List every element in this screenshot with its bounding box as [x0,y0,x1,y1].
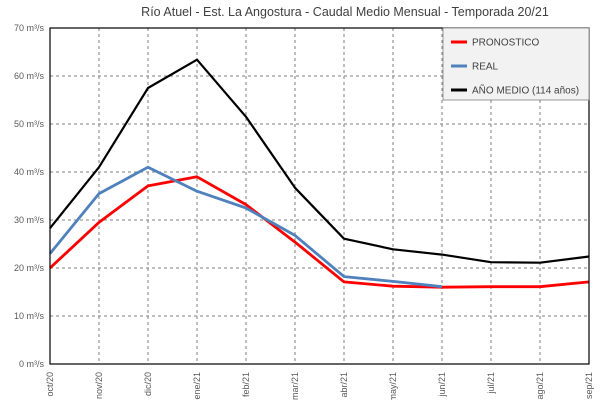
y-tick-label: 10 m³/s [14,311,45,321]
series-line-pronostico [49,175,590,289]
legend-label-a-o-medio-114-a-os: AÑO MEDIO (114 años) [472,84,579,97]
x-tick-label: may/21 [388,372,398,400]
x-tick-label: oct/20 [45,372,55,397]
legend-label-real: REAL [472,62,499,73]
y-tick-label: 70 m³/s [14,23,45,33]
y-tick-label: 50 m³/s [14,119,45,129]
legend: PRONOSTICO REAL AÑO MEDIO (114 años) [442,27,590,101]
legend-box [442,27,590,101]
y-tick-label: 0 m³/s [19,359,45,369]
y-tick-label: 40 m³/s [14,167,45,177]
x-tick-label: jul/21 [486,372,496,395]
x-tick-label: abr/21 [339,372,349,398]
y-axis-ticks: 0 m³/s 10 m³/s 20 m³/s 30 m³/s 40 m³/s 50 m³/… [14,23,45,369]
x-tick-label: feb/21 [241,372,251,397]
series-line-real [48,165,443,289]
y-tick-label: 30 m³/s [14,215,45,225]
x-tick-label: sep/21 [584,372,594,399]
x-tick-label: dic/20 [143,372,153,396]
plot-frame [49,27,590,365]
y-tick-label: 20 m³/s [14,263,45,273]
chart-title: Río Atuel - Est. La Angostura - Caudal M… [141,5,549,19]
series-lines [48,58,590,289]
x-tick-label: mar/21 [290,372,300,400]
legend-label-pronostico: PRONOSTICO [472,38,539,49]
x-tick-label: nov/20 [94,372,104,399]
series-line-a-o-medio-114-a-os [49,58,590,264]
x-tick-label: ene/21 [192,372,202,400]
x-tick-label: jun/21 [437,372,447,398]
y-tick-label: 60 m³/s [14,71,45,81]
x-axis-ticks: oct/20 nov/20 dic/20 ene/21 feb/21 mar/21 abr/… [45,372,594,400]
x-tick-label: ago/21 [535,372,545,400]
